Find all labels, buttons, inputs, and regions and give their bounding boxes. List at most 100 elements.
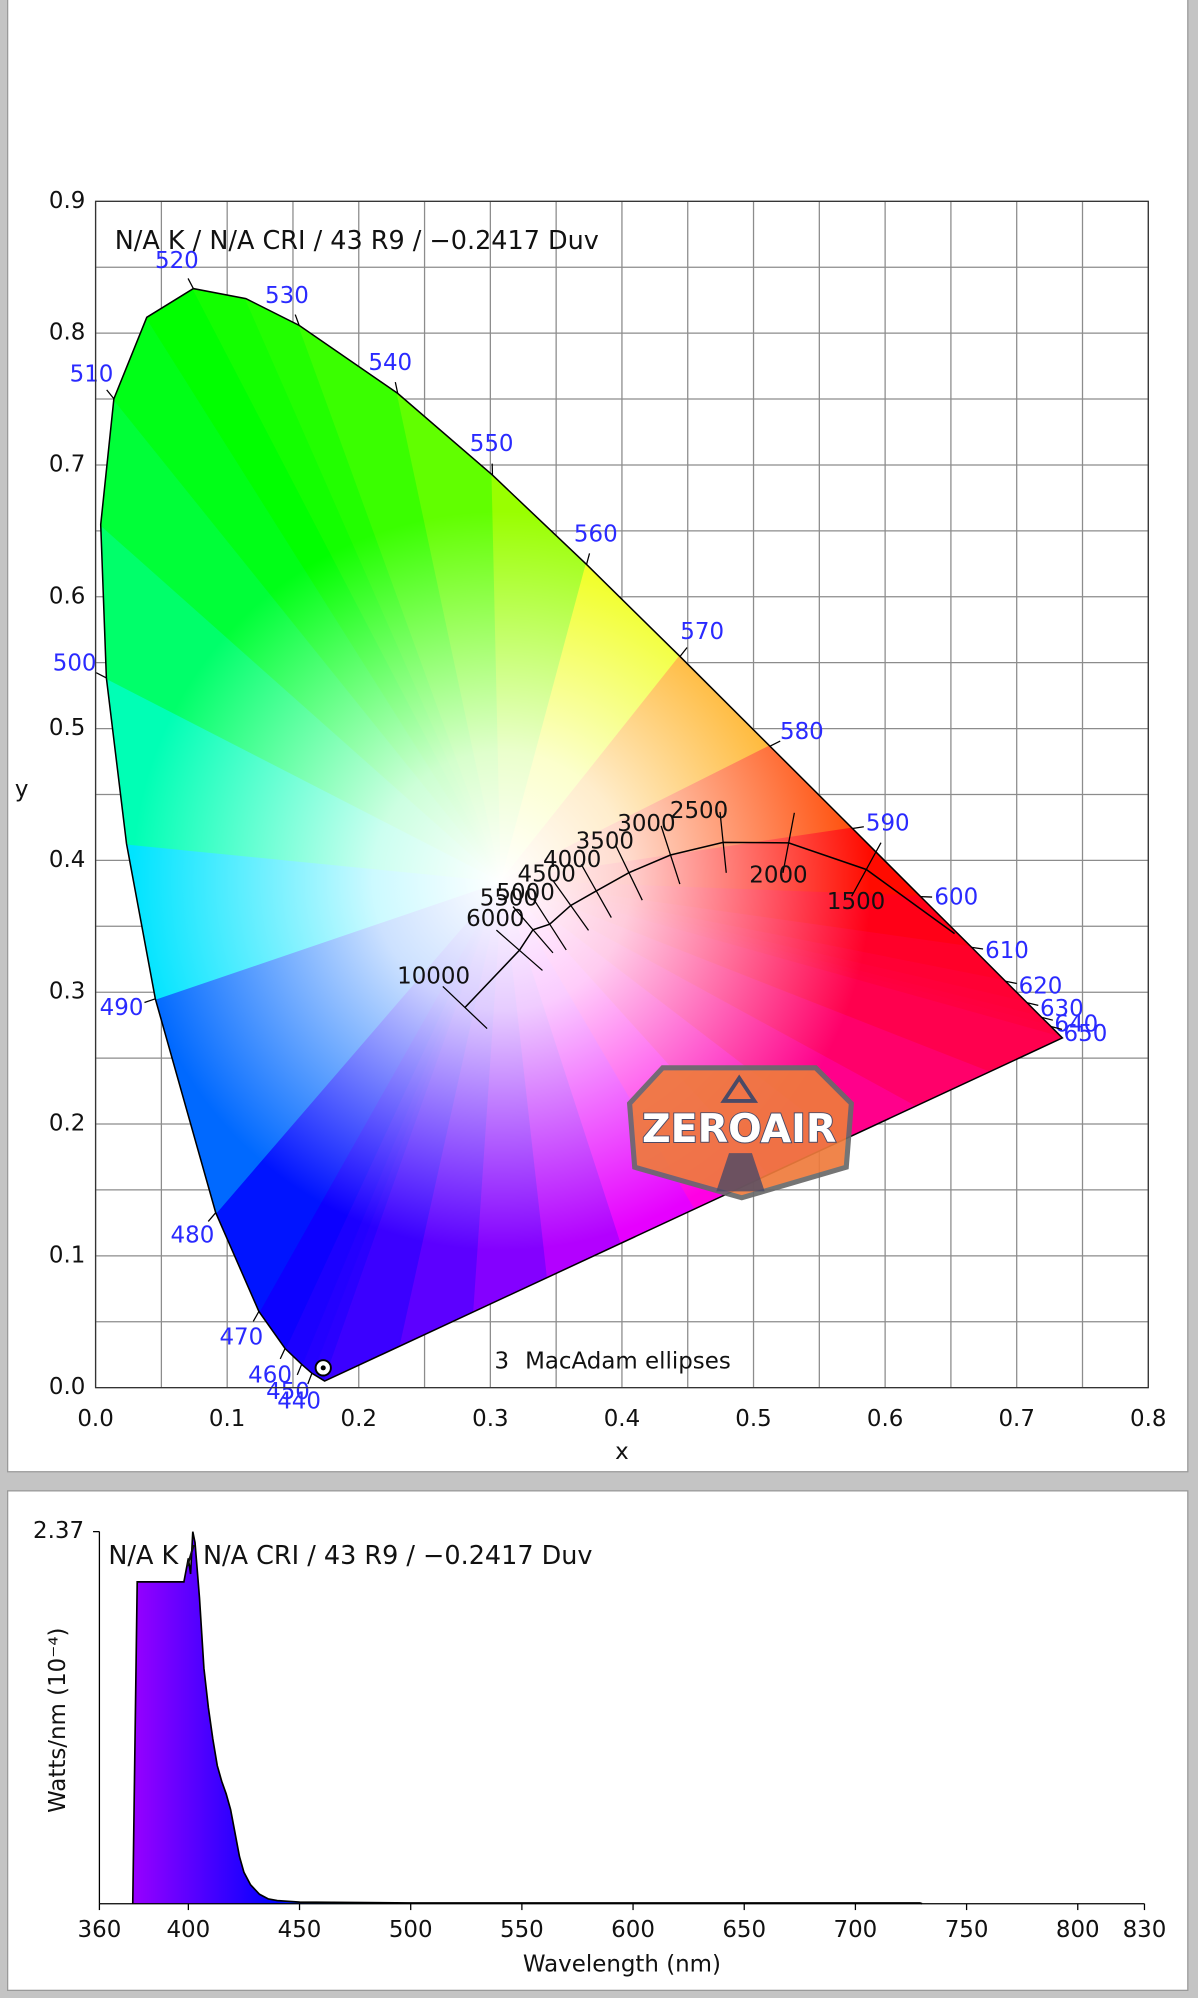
watermark-logo: ZEROAIR [626,1065,854,1201]
isotherm [660,825,681,885]
wavelength-label: 620 [1019,974,1063,1000]
wavelength-label: 490 [100,995,144,1021]
y-tick-label: 2.37 [33,1518,84,1544]
wavelength-label: 570 [680,619,724,645]
x-tick-label: 0.2 [341,1406,377,1432]
cct-label: 10000 [397,963,470,989]
macadam-steps: 3 [494,1349,509,1375]
locus-tick [106,389,115,400]
cct-label: 2000 [749,862,807,888]
measurement-dot [320,1365,326,1371]
cct-label: 4000 [543,847,601,873]
x-tick-label: 600 [611,1917,655,1943]
x-tick-label: 800 [1056,1917,1100,1943]
isotherm [782,812,795,874]
chart-title: N/A K / N/A CRI / 43 R9 / −0.2417 Duv [108,1541,592,1571]
plot-frame [94,200,1149,1389]
locus-tick [307,1373,313,1385]
locus-tick [296,1364,303,1376]
wavelength-label: 470 [219,1325,263,1351]
y-tick-label: 0.5 [49,715,85,741]
locus-tick [294,314,300,326]
y-axis-label: y [15,777,29,803]
cct-label: 2500 [670,798,728,824]
cct-label: 5500 [480,886,538,912]
isotherm [851,842,882,897]
x-tick-label: 550 [500,1917,544,1943]
locus-tick [1026,1002,1039,1006]
locus-tick [95,672,107,679]
cct-label: 3000 [617,811,675,837]
isotherm [614,844,643,901]
x-tick-label: 0.5 [735,1406,771,1432]
x-tick-label: 0.1 [209,1406,245,1432]
macadam-label: MacAdam ellipses [525,1349,731,1375]
isotherm [580,864,612,918]
x-tick-label: 0.4 [604,1406,640,1432]
isotherm [552,880,590,931]
locus-tick [852,826,864,830]
isotherm [532,898,567,951]
wavelength-label: 640 [1054,1011,1098,1037]
cct-label: 4500 [518,861,576,887]
wavelength-label: 460 [248,1363,292,1389]
wavelength-label: 480 [171,1222,215,1248]
wavelength-label: 630 [1040,996,1084,1022]
x-tick-label: 0.0 [77,1406,113,1432]
x-tick-label: 450 [278,1917,322,1943]
wavelength-label: 540 [368,350,412,376]
wavelength-label: 530 [265,283,309,309]
locus-tick [585,553,591,565]
bottom-panel [7,1490,1189,1991]
locus-tick [187,278,194,289]
wavelength-label: 600 [934,884,978,910]
wavelength-label: 580 [780,719,824,745]
wavelength-label: 610 [985,938,1029,964]
x-axis-label: Wavelength (nm) [523,1951,721,1977]
x-tick-label: 360 [78,1917,122,1943]
cct-label: 6000 [466,906,524,932]
spectrum-line [131,1531,923,1905]
locus-tick [144,998,156,1004]
logo-road [716,1153,765,1192]
x-tick-label: 0.7 [998,1406,1034,1432]
planckian-locus [464,841,956,1009]
isotherm [719,811,727,873]
cct-label: 1500 [827,889,885,915]
y-tick-label: 0.0 [49,1374,85,1400]
wavelength-label: 500 [53,650,97,676]
y-tick-label: 0.7 [49,451,85,477]
wavelength-label: 590 [866,810,910,836]
x-tick-label: 400 [166,1917,210,1943]
y-tick-label: 0.9 [49,188,85,214]
spectrum-chart: 360 400 450 500 550 600 650 700 750 800 830 2.37 N/A… [33,1518,1166,1977]
y-tick-label: 0.3 [49,979,85,1005]
locus-tick [971,946,984,950]
y-tick-label: 0.1 [49,1242,85,1268]
x-tick-label: 0.3 [472,1406,508,1432]
locus-tick [394,382,399,394]
locus-tick [252,1311,260,1322]
locus-tick [207,1212,217,1222]
locus-tick [279,1348,286,1360]
cct-label: 5000 [496,880,554,906]
chart-title: N/A K / N/A CRI / 43 R9 / −0.2417 Duv [115,226,599,256]
isotherm [512,906,554,954]
logo-shape [626,1065,854,1201]
wavelength-label: 550 [470,431,514,457]
x-tick-label: 750 [945,1917,989,1943]
y-tick-label: 0.8 [49,320,85,346]
x-axis-label: x [615,1439,629,1465]
x-tick-label: 0.8 [1130,1406,1166,1432]
wavelength-label: 520 [155,248,199,274]
wavelength-label: 510 [70,361,114,387]
cct-label: 3500 [576,829,634,855]
x-tick-label: 830 [1123,1917,1167,1943]
watermark-text: ZEROAIR [642,1106,836,1152]
chromaticity-chart: 0.0 0.1 0.2 0.3 0.4 0.5 0.6 0.7 0.8 0.0 0.1 0.2 0.3 0… [15,188,1167,1465]
locus-tick [1005,980,1017,985]
wavelength-label: 560 [574,521,618,547]
x-tick-label: 0.6 [867,1406,903,1432]
y-axis-label: Watts/nm (10⁻⁴) [45,1628,71,1813]
